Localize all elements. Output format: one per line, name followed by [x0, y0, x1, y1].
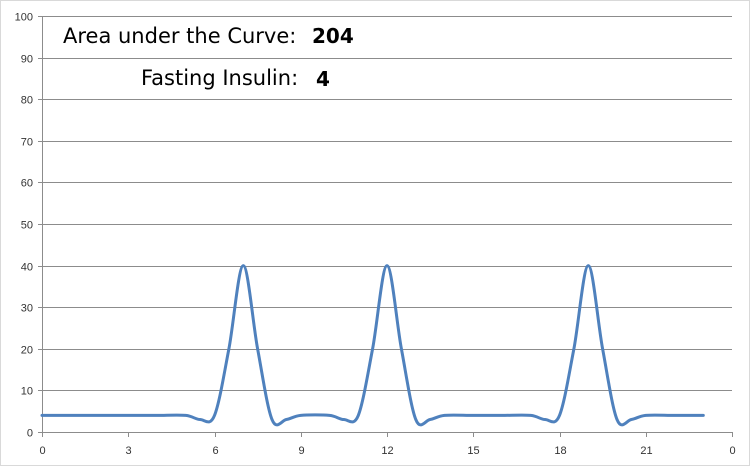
insulin-series-line: [40, 264, 705, 427]
y-tick-label: 80: [21, 95, 33, 107]
data-point: [356, 413, 360, 417]
y-tick-label: 100: [15, 12, 33, 24]
y-tick-label: 50: [21, 220, 33, 232]
data-point: [371, 347, 375, 351]
data-point: [629, 418, 633, 422]
x-tick-label: 3: [125, 445, 131, 457]
data-point: [428, 418, 432, 422]
data-point: [227, 347, 231, 351]
data-point: [615, 418, 619, 422]
data-point: [342, 418, 346, 422]
data-point: [414, 418, 418, 422]
data-point: [529, 413, 533, 417]
x-tick-label: 0: [39, 445, 45, 457]
data-point: [701, 413, 705, 417]
y-tick-label: 20: [21, 345, 33, 357]
data-point: [543, 418, 547, 422]
data-point: [443, 413, 447, 417]
y-tick-label: 70: [21, 137, 33, 149]
data-point: [586, 264, 590, 268]
fasting-insulin-label: Fasting Insulin:: [141, 66, 298, 90]
data-point: [328, 413, 332, 417]
data-point: [558, 413, 562, 417]
data-point: [644, 413, 648, 417]
x-tick-label: 0: [729, 445, 735, 457]
x-axis-tick-labels: 0 3 6 9 12 15 18 21 0: [39, 445, 735, 457]
data-point: [601, 347, 605, 351]
data-point: [399, 347, 403, 351]
data-point: [40, 413, 44, 417]
x-tick-label: 12: [381, 445, 393, 457]
x-tick-label: 18: [554, 445, 566, 457]
data-point: [256, 347, 260, 351]
data-point: [155, 413, 159, 417]
y-tick-label: 60: [21, 178, 33, 190]
y-tick-label: 30: [21, 303, 33, 315]
data-point: [385, 264, 389, 268]
data-point: [198, 418, 202, 422]
data-point: [98, 413, 102, 417]
y-tick-label: 10: [21, 386, 33, 398]
data-point: [241, 264, 245, 268]
data-point: [126, 413, 130, 417]
y-tick-label: 40: [21, 262, 33, 274]
x-tick-label: 15: [467, 445, 479, 457]
data-point: [471, 413, 475, 417]
data-point: [213, 413, 217, 417]
data-point: [500, 413, 504, 417]
data-point: [299, 413, 303, 417]
data-point: [572, 347, 576, 351]
auc-label: Area under the Curve:: [63, 24, 296, 48]
auc-value: 204: [312, 24, 354, 48]
y-tick-label: 90: [21, 54, 33, 66]
data-point: [284, 418, 288, 422]
fasting-insulin-value: 4: [316, 67, 330, 91]
data-point: [184, 413, 188, 417]
x-tick-label: 21: [640, 445, 652, 457]
y-axis-tick-labels: 0 10 20 30 40 50 60 70 80 90 100: [15, 12, 33, 440]
x-tick-label: 9: [298, 445, 304, 457]
axes: [38, 16, 733, 437]
y-tick-label: 0: [27, 428, 33, 440]
x-tick-label: 6: [212, 445, 218, 457]
data-point: [69, 413, 73, 417]
data-point: [673, 413, 677, 417]
data-point: [270, 418, 274, 422]
gridlines: [42, 16, 732, 391]
